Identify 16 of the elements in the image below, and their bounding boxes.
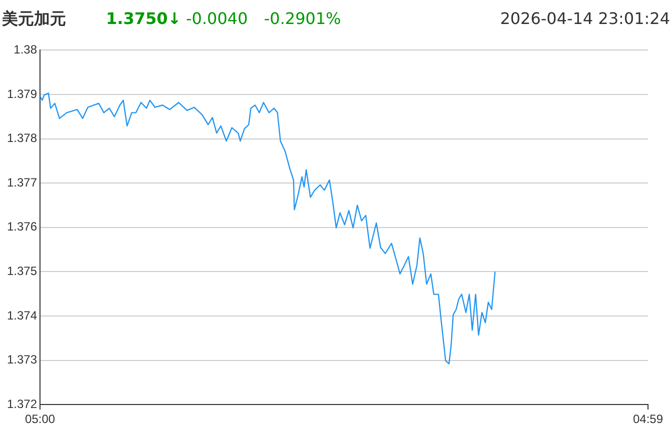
y-tick-label: 1.378 <box>7 131 38 146</box>
text: 2026-04-14 23:01:24 <box>500 9 670 28</box>
y-tick-label: 1.376 <box>7 220 38 234</box>
y-tick-label: 1.372 <box>7 396 38 411</box>
text: 1.3750↓ <box>106 9 182 28</box>
y-tick-label: 1.375 <box>7 264 38 278</box>
x-tick-label: 04:59 <box>632 412 664 426</box>
y-tick-label: 1.38 <box>14 42 38 57</box>
y-tick-label: 1.377 <box>7 175 38 190</box>
chart-title: 美元加元 <box>2 9 66 30</box>
y-tick-label: 1.379 <box>7 86 38 101</box>
text: -0.0040 <box>186 9 248 28</box>
x-tick-label: 05:00 <box>25 412 56 426</box>
y-tick-label: 1.373 <box>7 352 38 367</box>
y-tick-label: 1.374 <box>7 308 38 322</box>
text: -0.2901% <box>264 9 341 28</box>
